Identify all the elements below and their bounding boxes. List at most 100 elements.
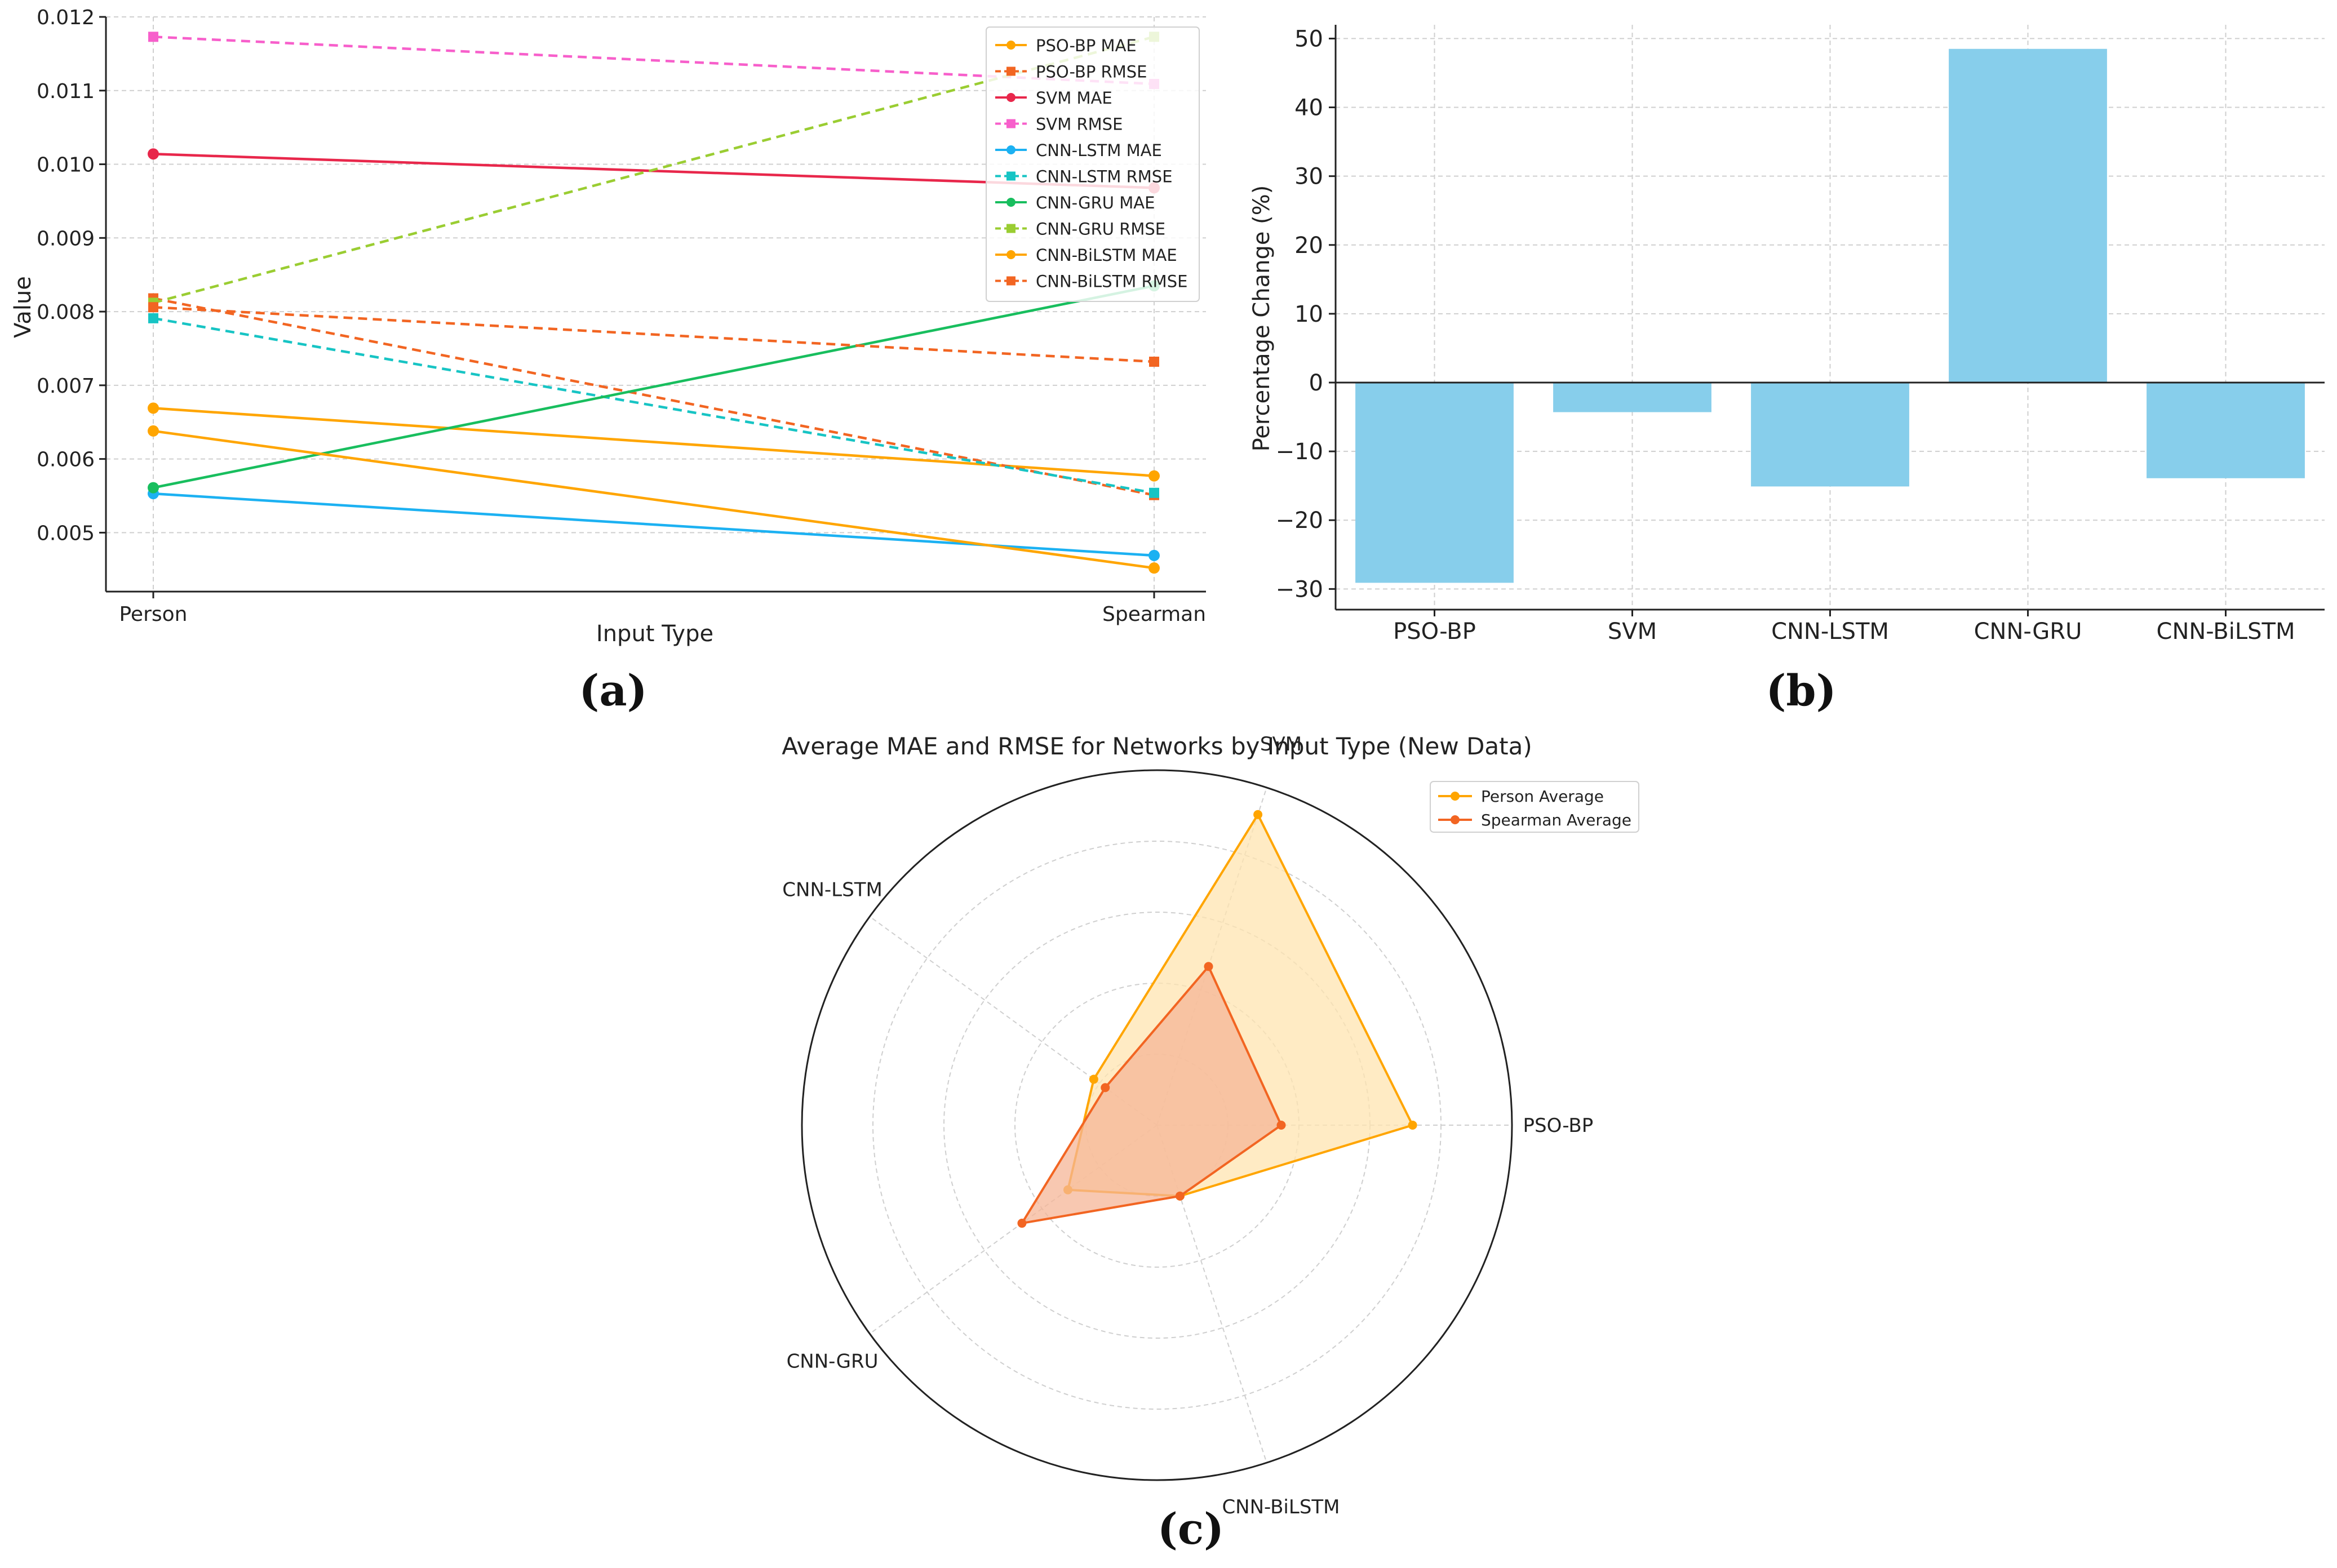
radar-chart-series: [1017, 810, 1417, 1228]
line-chart-panel-a: 0.005 0.006 0.007 0.008 0.009 0.010 0.011 0.012…: [10, 6, 1206, 716]
caption-c: (c): [1158, 1504, 1224, 1554]
legend-entry: CNN-LSTM MAE: [995, 141, 1162, 160]
line-chart-y-ticks: 0.005 0.006 0.007 0.008 0.009 0.010 0.011 0.012: [37, 6, 106, 545]
radar-category-label: SVM: [1260, 733, 1302, 756]
bar-chart-y-tick-label: −30: [1276, 576, 1323, 602]
bar-chart-x-tick-label: CNN-BiLSTM: [2157, 619, 2295, 645]
legend-marker: [1006, 224, 1015, 233]
bar-svm: [1553, 383, 1711, 412]
bar-chart-x-tick-label: SVM: [1608, 619, 1657, 645]
legend-label: CNN-LSTM RMSE: [1036, 167, 1173, 186]
line-chart-y-label: Value: [10, 276, 36, 338]
radar-point: [1253, 810, 1263, 819]
data-point: [148, 302, 158, 313]
radar-chart-panel-c: Average MAE and RMSE for Networks by Inp…: [782, 732, 1639, 1554]
caption-b: (b): [1766, 665, 1836, 716]
line-series-cnn-bilstm-rmse: [148, 302, 1159, 367]
legend-label: CNN-GRU RMSE: [1036, 220, 1165, 239]
bar-chart-y-tick-label: −20: [1276, 508, 1323, 534]
line-chart-x-label: Input Type: [596, 621, 713, 647]
legend-entry: Person Average: [1438, 787, 1604, 806]
line-svm-rmse: [153, 35, 1155, 86]
line-pso-bp-mae: [153, 407, 1155, 477]
bar-chart-y-tick-label: 10: [1294, 301, 1323, 327]
bar-pso-bp: [1355, 383, 1514, 583]
legend-label: CNN-GRU MAE: [1036, 193, 1155, 212]
legend-entry: PSO-BP MAE: [995, 36, 1137, 55]
legend-label: SVM MAE: [1036, 88, 1112, 108]
line-chart-y-tick-label: 0.006: [37, 448, 95, 472]
radar-chart-category-labels: PSO-BP SVM CNN-LSTM CNN-GRU CNN-BiLSTM: [782, 733, 1593, 1518]
legend-label: CNN-BiLSTM RMSE: [1036, 272, 1187, 291]
legend-entry: Spearman Average: [1438, 811, 1631, 829]
line-cnn-bilstm-rmse: [153, 305, 1155, 363]
legend-entry: PSO-BP RMSE: [995, 63, 1147, 82]
bar-chart-bars: [1355, 48, 2305, 583]
legend-marker: [1006, 198, 1015, 207]
radar-area-spearman-average: [1019, 964, 1283, 1225]
bar-chart-y-tick-label: 50: [1294, 26, 1323, 52]
line-chart-y-tick-label: 0.007: [37, 375, 95, 398]
bar-chart-y-tick-label: 0: [1309, 370, 1323, 396]
legend-entry: SVM RMSE: [995, 115, 1123, 134]
data-point: [1148, 549, 1160, 561]
bar-chart-y-tick-label: 30: [1294, 164, 1323, 190]
legend-marker: [1006, 171, 1015, 181]
data-point: [1149, 487, 1159, 498]
line-cnn-lstm-rmse: [153, 317, 1155, 494]
line-cnn-bilstm-mae: [153, 429, 1155, 570]
legend-frame: [986, 26, 1200, 302]
data-point: [1149, 357, 1159, 367]
legend-entry: CNN-BiLSTM RMSE: [995, 272, 1187, 291]
bar-chart-y-tick-label: −10: [1276, 439, 1323, 465]
data-point: [148, 402, 159, 414]
legend-label: Person Average: [1481, 787, 1604, 806]
line-pso-bp-rmse: [153, 297, 1155, 496]
radar-category-label: CNN-BiLSTM: [1222, 1496, 1340, 1518]
bar-chart-x-ticks: PSO-BP SVM CNN-LSTM CNN-GRU CNN-BiLSTM: [1393, 610, 2295, 645]
radar-series-spearman-average: [1017, 962, 1286, 1228]
line-chart-y-tick-label: 0.012: [37, 6, 95, 29]
line-chart-y-tick-label: 0.011: [37, 80, 95, 103]
radar-chart-title: Average MAE and RMSE for Networks by Inp…: [782, 732, 1532, 760]
legend-frame: [1430, 781, 1639, 833]
line-cnn-gru-rmse: [153, 35, 1155, 304]
line-series-pso-bp-rmse: [148, 293, 1159, 500]
bar-chart-x-tick-label: CNN-GRU: [1974, 619, 2082, 645]
legend-marker: [1451, 792, 1460, 801]
line-series-cnn-lstm-rmse: [148, 313, 1159, 498]
bar-cnn-lstm: [1751, 383, 1909, 487]
line-chart-y-tick-label: 0.005: [37, 522, 95, 545]
data-point: [148, 313, 158, 323]
legend-label: Spearman Average: [1481, 811, 1631, 829]
radar-point: [1101, 1083, 1110, 1092]
legend-label: SVM RMSE: [1036, 115, 1123, 134]
legend-marker: [1006, 119, 1015, 128]
radar-point: [1408, 1121, 1417, 1130]
data-point: [148, 148, 159, 160]
radar-category-label: PSO-BP: [1523, 1114, 1594, 1137]
legend-entry: CNN-GRU MAE: [995, 193, 1155, 212]
legend-marker: [1006, 250, 1015, 259]
line-chart-legend: PSO-BP MAE PSO-BP RMSE SVM MAE SVM RMSE CNN-…: [986, 26, 1200, 302]
radar-category-label: CNN-LSTM: [782, 879, 883, 901]
legend-marker: [1006, 276, 1015, 286]
legend-entry: CNN-BiLSTM MAE: [995, 246, 1177, 265]
legend-marker: [1006, 41, 1015, 50]
legend-entry: CNN-GRU RMSE: [995, 220, 1165, 239]
line-chart-y-tick-label: 0.009: [37, 227, 95, 250]
radar-point: [1089, 1074, 1098, 1084]
caption-a: (a): [579, 665, 647, 716]
radar-point: [1175, 1191, 1185, 1201]
line-series-cnn-bilstm-mae: [148, 425, 1160, 574]
legend-marker: [1006, 145, 1015, 154]
radar-category-label: CNN-GRU: [787, 1350, 879, 1372]
bar-chart-panel-b: −30 −20 −10 0 10 20 30 40 50 PSO-BP SVM CNN-LSTM CN…: [1249, 25, 2325, 716]
data-point: [1148, 562, 1160, 574]
legend-marker: [1451, 815, 1460, 824]
radar-chart-legend: Person Average Spearman Average: [1430, 781, 1639, 833]
radar-point: [1017, 1219, 1027, 1228]
legend-entry: CNN-LSTM RMSE: [995, 167, 1173, 186]
bar-cnn-gru: [1949, 48, 2107, 383]
line-chart-x-tick-label: Person: [119, 603, 188, 626]
